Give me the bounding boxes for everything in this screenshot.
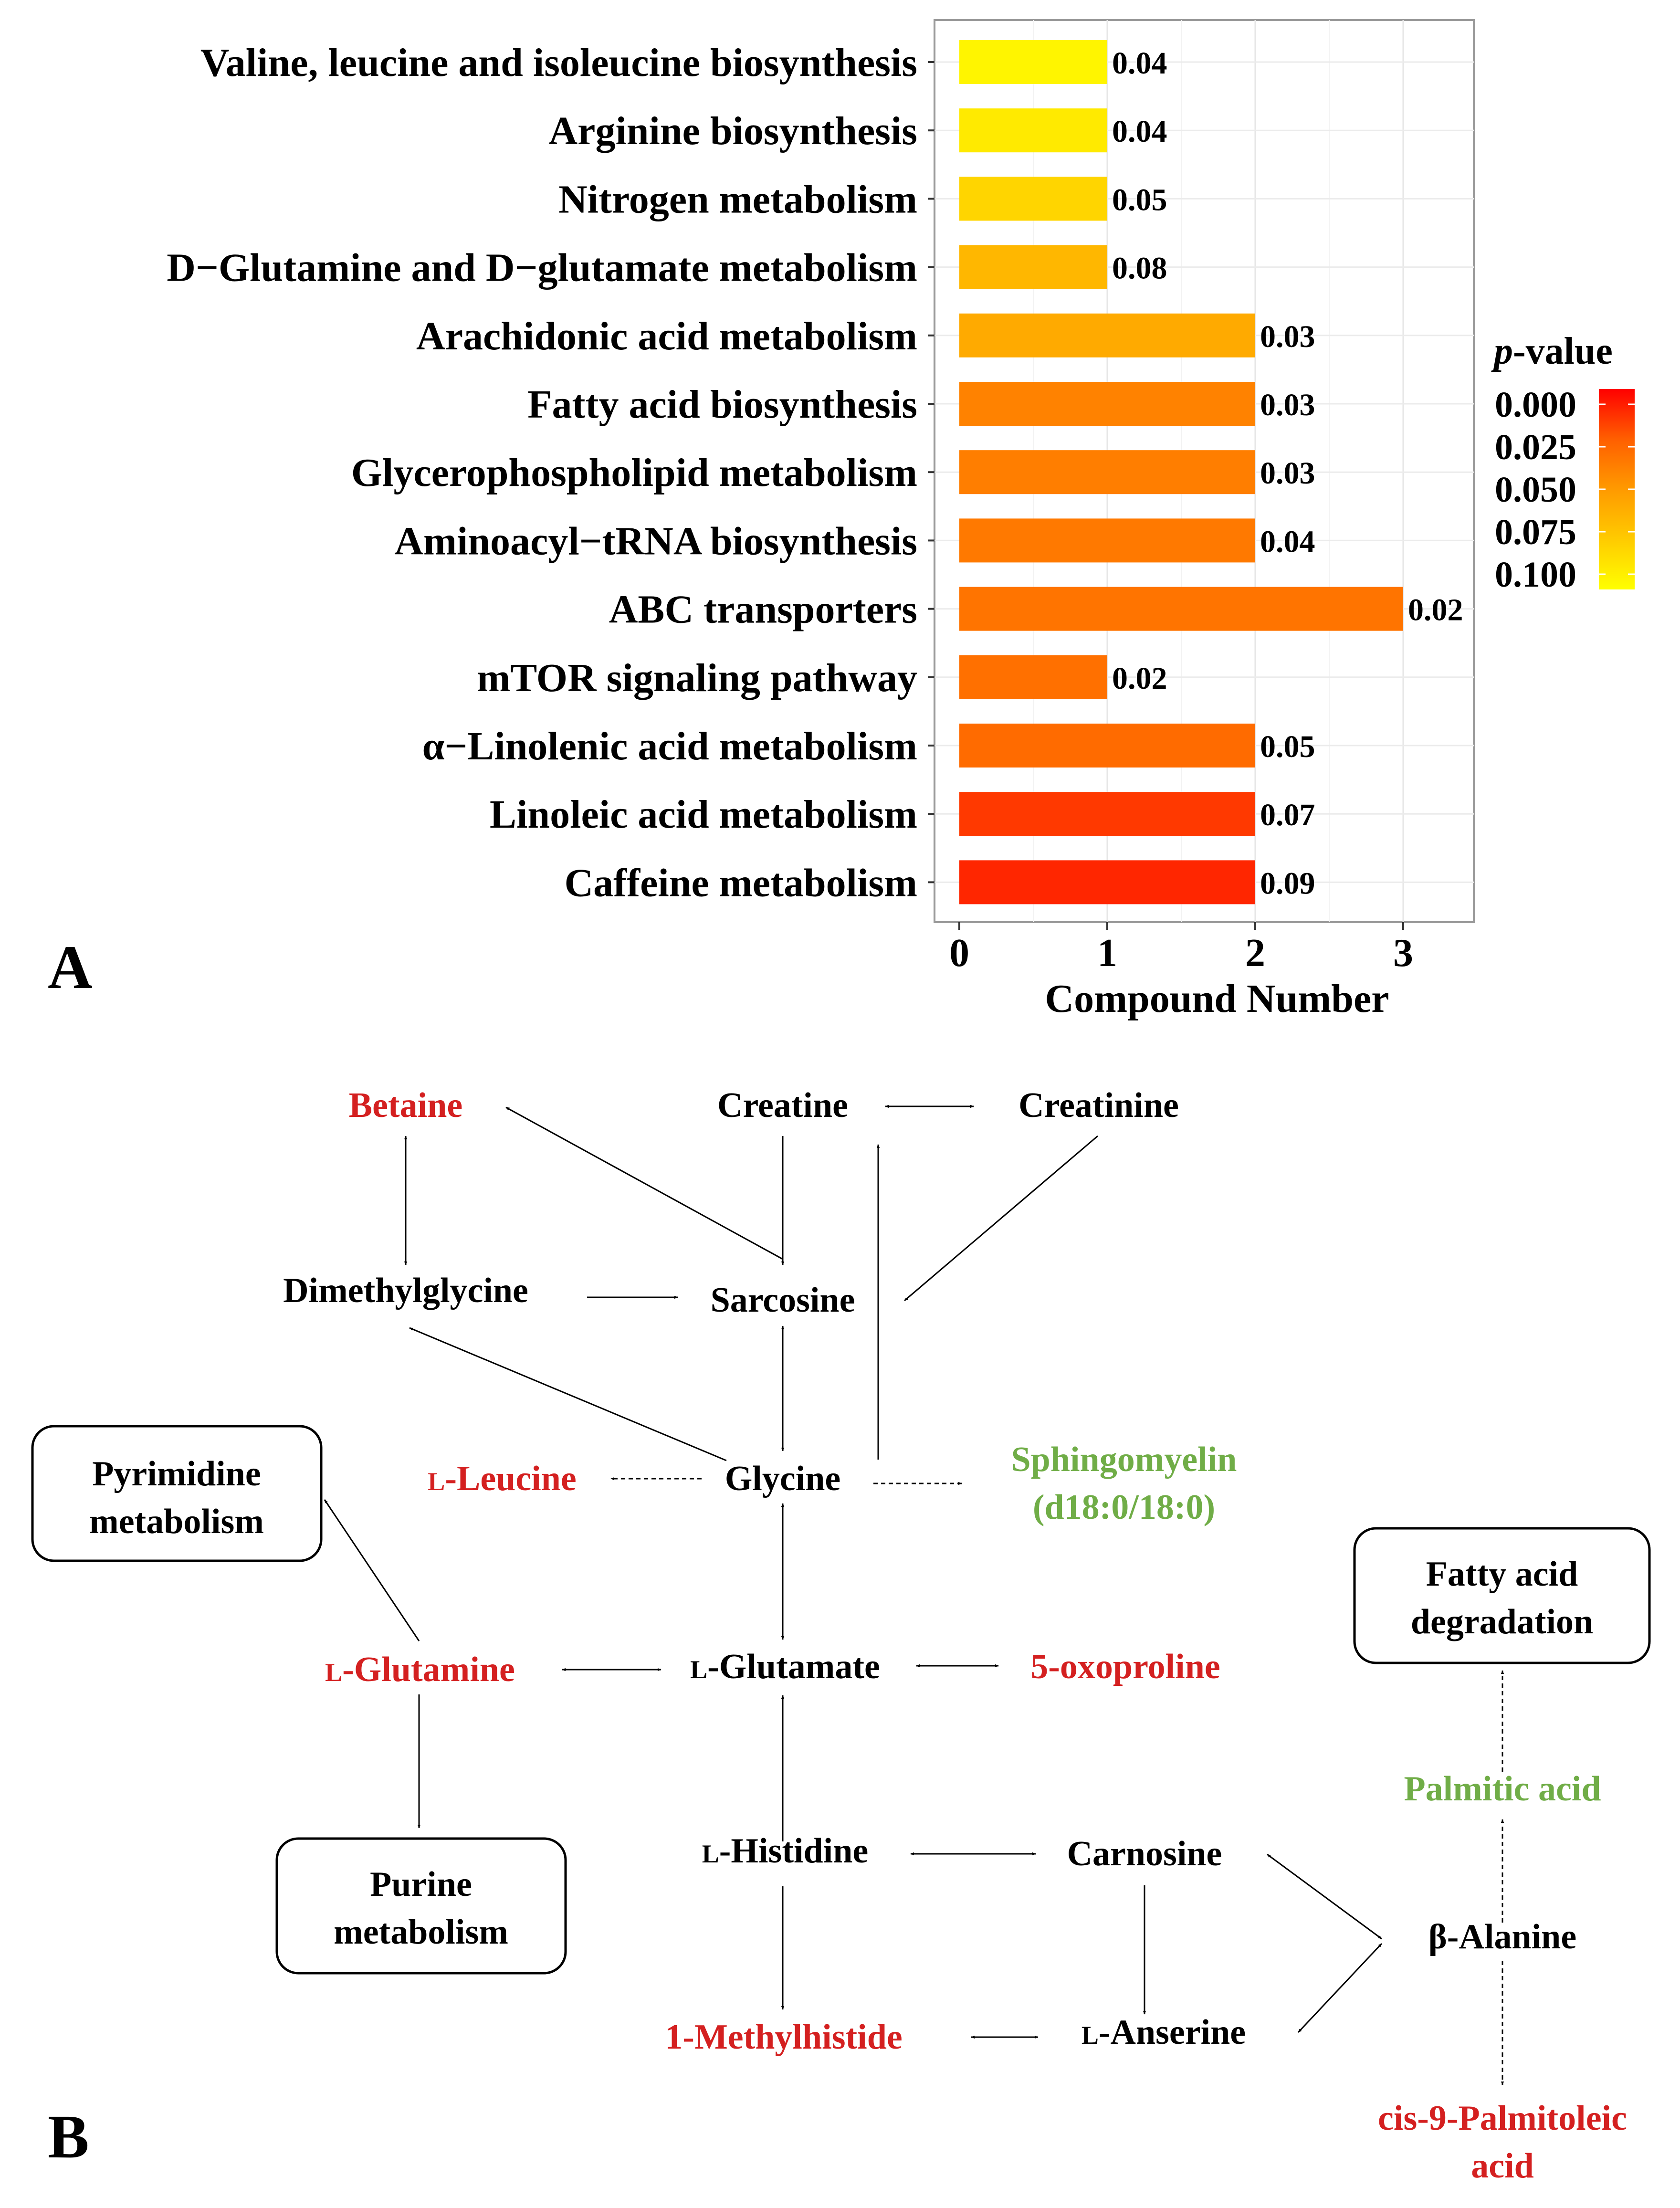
bar-data-label: 0.04 (1112, 114, 1167, 149)
bar-data-label: 0.03 (1260, 388, 1315, 422)
bar-data-label: 0.09 (1260, 866, 1315, 901)
bar-data-label: 0.03 (1260, 456, 1315, 491)
fatty-acid-degradation-line2: degradation (1411, 1602, 1593, 1641)
x-axis: 0 1 2 3 (949, 922, 1413, 975)
pathway-nodes: Betaine Creatine Creatinine Dimethylglyc… (89, 1086, 1627, 2186)
bar (959, 108, 1107, 153)
bar-data-label: 0.03 (1260, 319, 1315, 354)
arrow-glutamine-pyrimidine (324, 1499, 420, 1641)
node-palmitic-acid: Palmitic acid (1404, 1769, 1601, 1808)
x-tick-label: 2 (1245, 931, 1265, 975)
node-l-anserine: L-Anserine (1082, 2013, 1246, 2052)
y-tick-label: Valine, leucine and isoleucine biosynthe… (200, 41, 917, 85)
node-sphingomyelin-line2: (d18:0/18:0) (1033, 1488, 1215, 1527)
purine-box (275, 1837, 567, 1975)
y-tick-label: Arginine biosynthesis (549, 109, 918, 153)
node-betaine: Betaine (349, 1086, 462, 1125)
x-axis-title: Compound Number (1045, 977, 1389, 1021)
node-sarcosine: Sarcosine (711, 1281, 855, 1320)
bar-data-label: 0.08 (1112, 251, 1167, 286)
bar-data-label: 0.02 (1112, 661, 1167, 696)
purine-label-line1: Purine (370, 1865, 472, 1904)
x-tick-label: 1 (1097, 931, 1117, 975)
legend-title: p-value (1491, 330, 1613, 372)
node-dimethylglycine: Dimethylglycine (283, 1271, 528, 1310)
bar (959, 518, 1255, 563)
y-tick-label: Fatty acid biosynthesis (527, 382, 917, 427)
panel-label-a: A (48, 933, 93, 1002)
y-tick-label: Arachidonic acid metabolism (416, 314, 917, 358)
bar (959, 177, 1107, 221)
node-glycine: Glycine (725, 1459, 841, 1498)
x-tick-label: 3 (1393, 931, 1413, 975)
fatty-acid-degradation-box (1353, 1527, 1651, 1664)
bar-data-label: 0.02 (1408, 593, 1463, 628)
y-tick-label: Aminoacyl−tRNA biosynthesis (394, 519, 917, 563)
bars: 0.04 0.04 0.05 0.08 0.03 0.03 0.03 0.04 0.02 0.02… (959, 40, 1463, 904)
legend-tick-label: 0.100 (1495, 555, 1576, 595)
legend-tick-label: 0.000 (1495, 385, 1576, 425)
node-1-methylhistide: 1-Methylhistide (665, 2018, 902, 2057)
y-tick-label: Glycerophospholipid metabolism (351, 451, 917, 495)
bar-data-label: 0.05 (1260, 729, 1315, 764)
bar (959, 313, 1255, 357)
bar (959, 655, 1107, 699)
node-creatine: Creatine (717, 1086, 848, 1125)
bar-data-label: 0.04 (1112, 46, 1167, 81)
node-cis-9-palmitoleic-line1: cis-9-Palmitoleic (1378, 2099, 1627, 2138)
arrow-anserine-alanine (1297, 1943, 1383, 2033)
arrow-carnosine-alanine (1267, 1853, 1382, 1940)
bar (959, 587, 1403, 631)
y-axis-labels: Valine, leucine and isoleucine biosynthe… (167, 41, 934, 905)
fatty-acid-degradation-line1: Fatty acid (1426, 1555, 1578, 1594)
pathway-arrows (324, 1104, 1504, 2085)
node-l-glutamate: L-Glutamate (690, 1647, 880, 1686)
node-l-glutamine: L-Glutamine (325, 1650, 515, 1689)
bar (959, 40, 1107, 84)
x-tick-label: 0 (949, 931, 969, 975)
node-beta-alanine: β-Alanine (1428, 1917, 1576, 1956)
y-tick-label: Linoleic acid metabolism (490, 792, 917, 837)
node-carnosine: Carnosine (1067, 1834, 1222, 1873)
y-tick-label: D−Glutamine and D−glutamate metabolism (167, 246, 917, 290)
bar-data-label: 0.04 (1260, 524, 1315, 559)
node-5-oxoproline: 5-oxoproline (1030, 1647, 1220, 1686)
y-tick-label: α−Linolenic acid metabolism (422, 724, 917, 768)
arrow-glycine-dimethylglycine (409, 1327, 727, 1461)
arrow-sarcosine-betaine (505, 1106, 783, 1260)
bar (959, 792, 1255, 836)
bar-chart: 0.04 0.04 0.05 0.08 0.03 0.03 0.03 0.04 0.02 0.02… (48, 19, 1635, 1021)
panel-label-b: B (48, 2103, 89, 2171)
y-tick-label: Nitrogen metabolism (558, 177, 917, 221)
pathway-diagram: Betaine Creatine Creatinine Dimethylglyc… (31, 1086, 1651, 2186)
legend-tick-label: 0.025 (1495, 427, 1576, 467)
node-creatinine: Creatinine (1018, 1086, 1179, 1125)
arrow-creatinine-sarcosine (904, 1135, 1098, 1302)
bar (959, 860, 1255, 904)
pyrimidine-box (31, 1425, 323, 1562)
bar (959, 450, 1255, 494)
bar (959, 245, 1107, 289)
bar (959, 724, 1255, 768)
legend-tick-label: 0.050 (1495, 470, 1576, 510)
node-l-histidine: L-Histidine (702, 1831, 869, 1871)
bar-data-label: 0.07 (1260, 798, 1315, 832)
bar (959, 382, 1255, 426)
pyrimidine-label-line2: metabolism (89, 1502, 264, 1541)
pyrimidine-label-line1: Pyrimidine (92, 1454, 261, 1493)
legend-tick-label: 0.075 (1495, 512, 1576, 552)
y-tick-label: ABC transporters (609, 588, 917, 632)
node-cis-9-palmitoleic-line2: acid (1471, 2146, 1534, 2186)
y-tick-label: Caffeine metabolism (564, 861, 917, 905)
purine-label-line2: metabolism (334, 1913, 508, 1952)
node-sphingomyelin-line1: Sphingomyelin (1011, 1440, 1237, 1479)
bar-data-label: 0.05 (1112, 182, 1167, 217)
node-l-leucine: L-Leucine (428, 1459, 576, 1498)
y-tick-label: mTOR signaling pathway (477, 656, 917, 700)
